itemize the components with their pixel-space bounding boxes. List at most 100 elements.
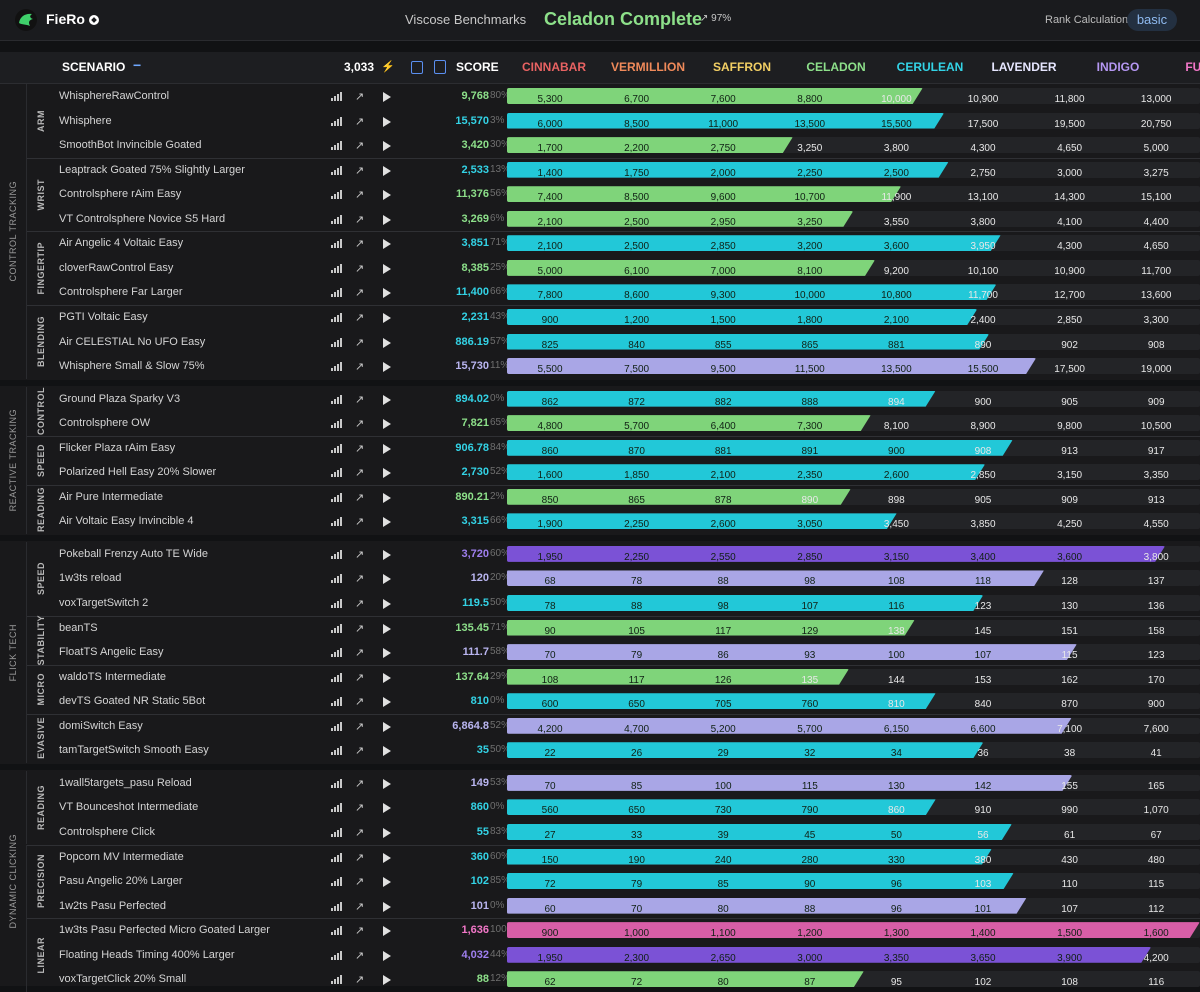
paste-icon[interactable] [434,60,446,74]
play-icon[interactable] [383,337,391,348]
stats-icon[interactable] [331,802,342,813]
stats-icon[interactable] [331,116,342,126]
trend-icon[interactable]: ↗ [355,925,365,938]
trend-icon[interactable]: ↗ [355,393,365,406]
play-icon[interactable] [383,926,391,937]
play-icon[interactable] [383,394,391,405]
scenario-row[interactable]: voxTargetClick 20% Small ↗ 88 12% 62 72 80 87 95… [54,967,1200,991]
scenario-name[interactable]: Air Pure Intermediate [59,490,163,503]
play-icon[interactable] [383,92,391,102]
stats-icon[interactable] [331,598,342,608]
play-icon[interactable] [383,950,391,961]
scenario-row[interactable]: Controlsphere OW ↗ 7,821 65% 4,800 5,700 6,400… [54,411,1200,435]
play-icon[interactable] [383,214,391,225]
scenario-row[interactable]: Polarized Hell Easy 20% Slower ↗ 2,730 52% 1… [54,460,1200,484]
scenario-row[interactable]: Controlsphere rAim Easy ↗ 11,376 56% 7,400 8,… [54,182,1200,206]
play-icon[interactable] [383,443,391,454]
scenario-row[interactable]: Whisphere Small & Slow 75% ↗ 15,730 11% 5,50… [54,354,1200,378]
stats-icon[interactable] [331,287,342,298]
play-icon[interactable] [383,672,391,683]
scenario-name[interactable]: Controlsphere Far Larger [59,286,183,299]
trend-icon[interactable]: ↗ [355,115,365,128]
stats-icon[interactable] [331,394,342,404]
play-icon[interactable] [383,574,391,585]
scenario-row[interactable]: FloatTS Angelic Easy ↗ 111.7 58% 70 79 86 93 100… [54,640,1200,664]
scenario-name[interactable]: 1w3ts Pasu Perfected Micro Goated Larger [59,924,270,937]
stats-icon[interactable] [331,516,342,527]
scenario-row[interactable]: Whisphere ↗ 15,570 3% 6,000 8,500 11,000 13,500… [54,109,1200,133]
stats-icon[interactable] [331,925,342,936]
play-icon[interactable] [383,746,391,757]
trend-icon[interactable]: ↗ [355,671,365,684]
trend-icon[interactable]: ↗ [355,287,365,300]
trend-icon[interactable]: ↗ [355,777,365,790]
trend-icon[interactable]: ↗ [355,262,365,275]
stats-icon[interactable] [331,361,342,372]
stats-icon[interactable] [331,492,342,502]
scenario-name[interactable]: Ground Plaza Sparky V3 [59,392,181,405]
stats-icon[interactable] [331,876,342,887]
trend-icon[interactable]: ↗ [355,548,365,561]
scenario-name[interactable]: VT Controlsphere Novice S5 Hard [59,212,226,225]
scenario-name[interactable]: FloatTS Angelic Easy [59,646,164,659]
trend-icon[interactable]: ↗ [355,598,365,610]
scenario-row[interactable]: Ground Plaza Sparky V3 ↗ 894.02 0% 862 872 882… [54,387,1200,411]
stats-icon[interactable] [331,467,342,478]
scenario-row[interactable]: devTS Goated NR Static 5Bot ↗ 810 0% 600 650 7… [54,689,1200,713]
scenario-name[interactable]: Air Angelic 4 Voltaic Easy [59,237,184,250]
stats-icon[interactable] [331,778,342,788]
trend-icon[interactable]: ↗ [355,467,365,480]
play-icon[interactable] [383,852,391,863]
play-icon[interactable] [383,419,391,430]
scenario-row[interactable]: Pasu Angelic 20% Larger ↗ 102 85% 72 79 85 90 96… [54,869,1200,893]
scenario-row[interactable]: Controlsphere Far Larger ↗ 11,400 66% 7,800 8… [54,280,1200,304]
play-icon[interactable] [383,468,391,479]
scenario-name[interactable]: Popcorn MV Intermediate [59,850,184,863]
scenario-row[interactable]: WhisphereRawControl ↗ 9,768 80% 5,300 6,700 7,… [54,84,1200,108]
dragon-logo-icon[interactable] [14,8,38,32]
trend-icon[interactable]: ↗ [355,802,365,815]
trend-icon[interactable]: ↗ [355,442,365,455]
app-name[interactable]: FieRo [46,11,99,27]
scenario-name[interactable]: 1w2ts Pasu Perfected [59,899,167,912]
scenario-name[interactable]: Floating Heads Timing 400% Larger [59,948,235,961]
play-icon[interactable] [383,721,391,732]
stats-icon[interactable] [331,165,342,175]
scenario-row[interactable]: domiSwitch Easy ↗ 6,864.8 52% 4,200 4,700 5,20… [54,714,1200,738]
scenario-name[interactable]: SmoothBot Invincible Goated [59,139,202,152]
scenario-name[interactable]: Pasu Angelic 20% Larger [59,875,183,888]
scenario-name[interactable]: Whisphere Small & Slow 75% [59,360,205,373]
scenario-row[interactable]: Air Angelic 4 Voltaic Easy ↗ 3,851 71% 2,100… [54,231,1200,255]
trend-icon[interactable]: ↗ [355,418,365,431]
scenario-row[interactable]: Pokeball Frenzy Auto TE Wide ↗ 3,720 60% 1,9… [54,542,1200,566]
trend-icon[interactable]: ↗ [355,164,365,177]
scenario-name[interactable]: 1w3ts reload [59,572,122,585]
stats-icon[interactable] [331,418,342,429]
trend-icon[interactable]: ↗ [355,573,365,586]
play-icon[interactable] [383,362,391,373]
scenario-name[interactable]: voxTargetClick 20% Small [59,973,187,986]
trend-icon[interactable]: ↗ [355,189,365,202]
play-icon[interactable] [383,492,391,503]
scenario-name[interactable]: voxTargetSwitch 2 [59,597,149,609]
stats-icon[interactable] [331,214,342,224]
scenario-name[interactable]: Flicker Plaza rAim Easy [59,441,176,454]
play-icon[interactable] [383,165,391,176]
play-icon[interactable] [383,549,391,560]
play-icon[interactable] [383,697,391,708]
play-icon[interactable] [383,517,391,528]
scenario-name[interactable]: beanTS [59,621,98,634]
trend-icon[interactable]: ↗ [355,91,365,103]
play-icon[interactable] [383,975,391,986]
scenario-name[interactable]: Leaptrack Goated 75% Slightly Larger [59,163,245,176]
trend-icon[interactable]: ↗ [355,720,365,733]
play-icon[interactable] [383,190,391,201]
play-icon[interactable] [383,901,391,912]
scenario-header[interactable]: SCENARIO [62,60,126,74]
trend-icon[interactable]: ↗ [355,238,365,251]
trend-icon[interactable]: ↗ [355,491,365,504]
scenario-name[interactable]: Controlsphere rAim Easy [59,188,182,201]
scenario-row[interactable]: waldoTS Intermediate ↗ 137.64 29% 108 117 126 1… [54,665,1200,689]
stats-icon[interactable] [331,91,342,101]
collapse-icon[interactable]: − [133,57,142,73]
